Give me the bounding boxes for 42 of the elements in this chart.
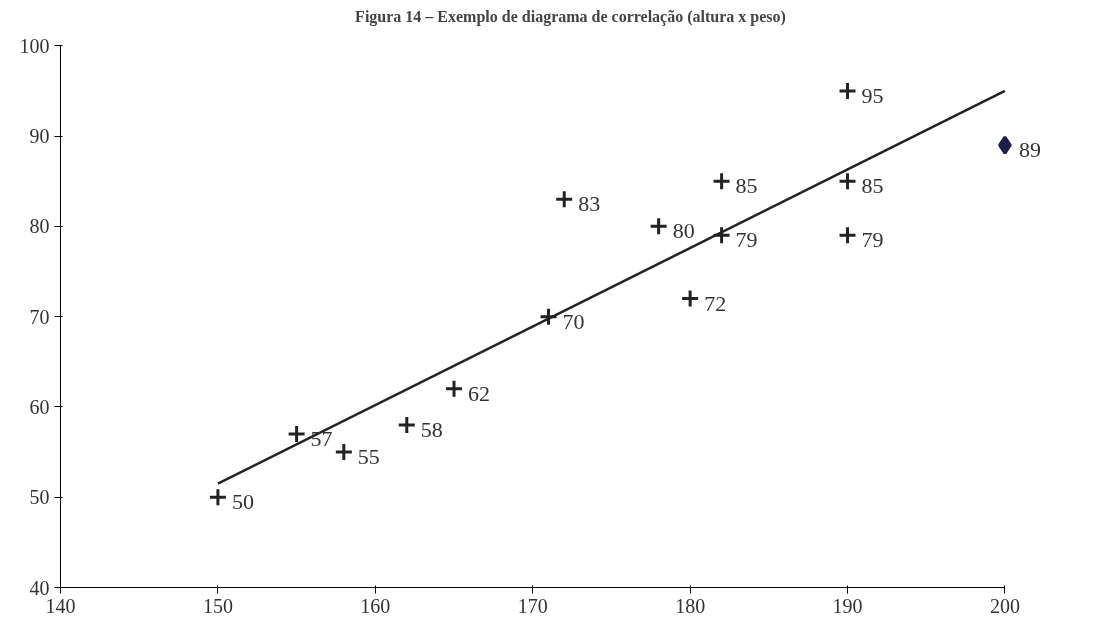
data-label: 79 bbox=[735, 227, 758, 253]
x-tick-label: 150 bbox=[202, 594, 233, 617]
point bbox=[334, 442, 354, 462]
chart-title: Figura 14 – Exemplo de diagrama de correlação (altura x peso) bbox=[355, 7, 786, 26]
x-tick-label: 200 bbox=[989, 594, 1020, 617]
point bbox=[287, 424, 307, 444]
data-label: 83 bbox=[578, 191, 601, 217]
data-label: 70 bbox=[562, 308, 585, 334]
data-label: 57 bbox=[310, 426, 333, 451]
data-label: 85 bbox=[735, 173, 758, 199]
point bbox=[838, 171, 858, 191]
data-label: 95 bbox=[861, 82, 884, 108]
data-label: 80 bbox=[672, 218, 695, 244]
data-label: 55 bbox=[357, 444, 380, 470]
y-tick-label: 50 bbox=[29, 486, 50, 509]
point bbox=[444, 379, 464, 399]
x-tick-label: 170 bbox=[517, 594, 548, 617]
point bbox=[680, 289, 700, 309]
point bbox=[838, 81, 858, 101]
point bbox=[712, 171, 732, 191]
y-tick-label: 60 bbox=[29, 395, 50, 418]
x-tick-label: 190 bbox=[832, 594, 863, 617]
x-tick-label: 160 bbox=[360, 594, 391, 617]
point bbox=[998, 135, 1012, 155]
point bbox=[838, 225, 858, 245]
point bbox=[208, 487, 228, 507]
y-tick-label: 80 bbox=[29, 215, 50, 238]
x-tick-label: 180 bbox=[675, 594, 706, 617]
data-label: 62 bbox=[468, 380, 491, 406]
y-tick-label: 90 bbox=[29, 125, 50, 148]
y-tick-label: 70 bbox=[29, 305, 50, 328]
y-tick-label: 100 bbox=[19, 34, 50, 57]
data-label: 50 bbox=[231, 489, 254, 515]
data-label: 89 bbox=[1018, 137, 1041, 163]
point bbox=[649, 216, 669, 236]
point bbox=[554, 189, 574, 209]
data-label: 72 bbox=[704, 290, 727, 316]
point bbox=[397, 415, 417, 435]
data-label: 85 bbox=[861, 173, 884, 199]
data-label: 79 bbox=[861, 227, 884, 253]
data-label: 58 bbox=[420, 416, 443, 442]
point bbox=[538, 307, 558, 327]
